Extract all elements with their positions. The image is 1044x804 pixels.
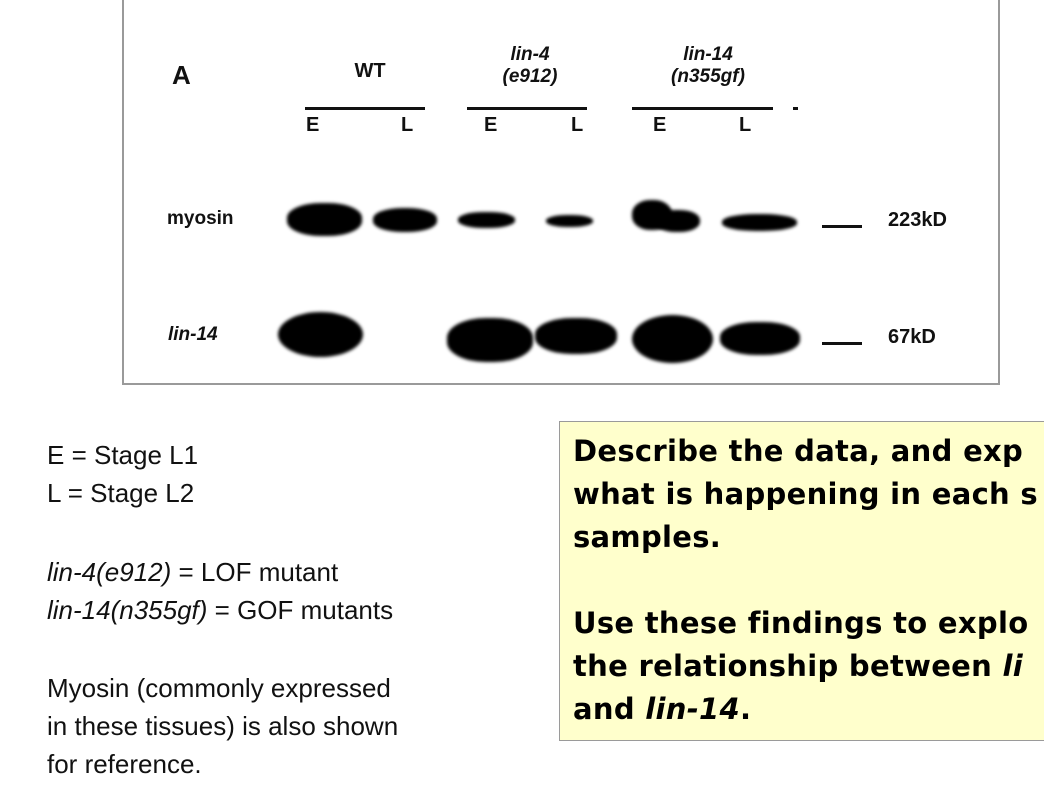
band-lin14-lin4-l: [535, 318, 617, 354]
group-label-lin14: lin-14 (n355gf): [648, 44, 768, 88]
group-label-wt: WT: [354, 60, 386, 82]
legend-myosin-note: Myosin (commonly expressed in these tiss…: [47, 669, 398, 783]
band-lin14-lin4-e: [447, 318, 533, 362]
legend-lin4-name: lin-4(e912): [47, 557, 172, 587]
lane-label: L: [571, 114, 584, 136]
legend-e: E = Stage L1: [47, 440, 199, 470]
question-line: Describe the data, and exp: [573, 434, 1024, 468]
question-line: what is happening in each s: [573, 477, 1038, 511]
row-label-myosin: myosin: [167, 208, 234, 229]
question-line: and lin-14.: [573, 688, 1044, 731]
marker-line-67: [822, 342, 862, 345]
question-gene: li: [1002, 649, 1023, 683]
group-underline-lin14: [632, 107, 773, 110]
lane-label: L: [739, 114, 752, 136]
dash-mark: [793, 107, 798, 110]
band-myosin-lin14-e-tail: [655, 210, 700, 232]
group-label-lin14-name: lin-14: [683, 44, 733, 65]
legend-note-line: for reference.: [47, 749, 202, 779]
band-myosin-lin4-e: [458, 212, 515, 228]
group-label-lin4-allele: (e912): [502, 66, 558, 87]
band-lin14-wt-e: [278, 312, 363, 357]
legend-lin4: lin-4(e912) = LOF mutant: [47, 553, 393, 591]
legend-lin14: lin-14(n355gf) = GOF mutants: [47, 591, 393, 629]
question-line: the relationship between li: [573, 645, 1044, 688]
question-box: Describe the data, and exp what is happe…: [559, 421, 1044, 741]
lane-label: E: [484, 114, 498, 136]
legend-lin4-desc: = LOF mutant: [171, 557, 339, 587]
legend-l: L = Stage L2: [47, 478, 195, 508]
legend-lin14-desc: = GOF mutants: [207, 595, 394, 625]
legend-stage-key: E = Stage L1 L = Stage L2: [47, 436, 198, 512]
band-myosin-wt-l: [373, 208, 437, 232]
question-text: .: [740, 692, 752, 726]
legend-mutant-key: lin-4(e912) = LOF mutant lin-14(n355gf) …: [47, 553, 393, 629]
group-label-lin4-name: lin-4: [510, 44, 550, 65]
band-lin14-lin14-l: [720, 322, 800, 355]
question-line: Use these findings to explo: [573, 606, 1029, 640]
question-text: and: [573, 692, 646, 726]
row-label-lin14: lin-14: [168, 324, 218, 345]
marker-line-223: [822, 225, 862, 228]
band-myosin-lin14-l: [722, 214, 797, 231]
lane-label: E: [306, 114, 320, 136]
legend-note-line: Myosin (commonly expressed: [47, 673, 391, 703]
band-myosin-wt-e: [287, 203, 362, 236]
group-label-lin4: lin-4 (e912): [480, 44, 580, 88]
lane-label: L: [401, 114, 414, 136]
question-gene: lin-14: [645, 692, 741, 726]
question-text: the relationship between: [573, 649, 1003, 683]
legend-lin14-name: lin-14(n355gf): [47, 595, 208, 625]
lane-label: E: [653, 114, 667, 136]
panel-label: A: [172, 60, 191, 90]
group-underline-wt: [305, 107, 425, 110]
band-myosin-lin4-l: [546, 215, 593, 227]
group-underline-lin4: [467, 107, 587, 110]
question-line: samples.: [573, 520, 722, 554]
marker-label-223kd: 223kD: [888, 209, 947, 231]
group-label-lin14-allele: (n355gf): [671, 66, 745, 87]
legend-note-line: in these tissues) is also shown: [47, 711, 399, 741]
band-lin14-lin14-e: [632, 315, 713, 363]
marker-label-67kd: 67kD: [888, 326, 936, 348]
